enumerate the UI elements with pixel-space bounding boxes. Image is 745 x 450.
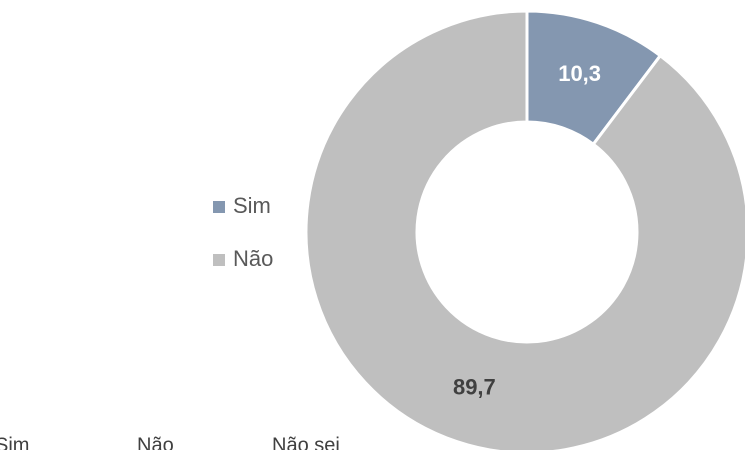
footer-label: Não sei	[272, 434, 340, 450]
legend-label: Sim	[233, 193, 271, 218]
footer-label: Sim	[0, 434, 29, 450]
data-label: 89,7	[453, 375, 496, 400]
legend-swatch	[213, 201, 225, 213]
legend-label: Não	[233, 246, 273, 271]
data-label: 10,3	[558, 61, 601, 86]
footer-label: Não	[137, 434, 174, 450]
donut-slice	[304, 9, 745, 450]
legend-swatch	[213, 254, 225, 266]
